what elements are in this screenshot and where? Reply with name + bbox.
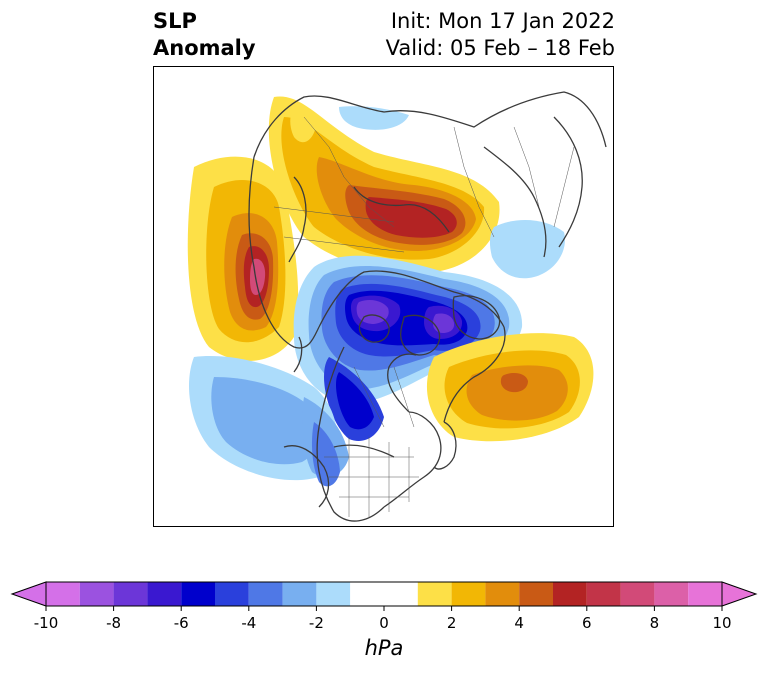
colorbar-bin (147, 582, 182, 606)
colorbar-tick-label: -4 (241, 614, 256, 632)
colorbar-bin (248, 582, 283, 606)
colorbar-bin (519, 582, 553, 606)
colorbar-tick-label: -6 (174, 614, 189, 632)
colorbar-bin (688, 582, 722, 606)
title-line-1: SLP (153, 9, 197, 33)
colorbar-bin (350, 582, 418, 606)
colorbar-graphic: -10 -8 -6 -4 -2 0 2 4 6 8 10 (10, 581, 758, 632)
colorbar-tick-label: 10 (712, 614, 731, 632)
colorbar-tick-label: -8 (106, 614, 121, 632)
slp-anomaly-map (187, 91, 607, 522)
coastlines (248, 91, 607, 522)
high-anomaly-atlantic (426, 333, 594, 442)
colorbar-tick-label: 8 (650, 614, 660, 632)
colorbar-tick-label: 0 (379, 614, 389, 632)
colorbar-tick-label: 4 (514, 614, 524, 632)
colorbar-extend-high (721, 581, 758, 607)
colorbar-bin (46, 582, 80, 606)
colorbar-tick-label: -2 (309, 614, 324, 632)
valid-date-label: Valid: 05 Feb – 18 Feb (385, 36, 615, 60)
colorbar-bin (417, 582, 452, 606)
colorbar-tick-label: -10 (34, 614, 59, 632)
colorbar-bin (620, 582, 655, 606)
colorbar-bin (316, 582, 351, 606)
colorbar-bin (113, 582, 148, 606)
title-line-2: Anomaly (153, 36, 256, 60)
colorbar-bin (654, 582, 689, 606)
map-title: SLP Anomaly (153, 8, 256, 62)
colorbar-bin (181, 582, 215, 606)
colorbar-unit-label: hPa (364, 636, 404, 660)
colorbar-bin (215, 582, 249, 606)
colorbar-bin (282, 582, 317, 606)
colorbar-extend-low (10, 581, 47, 607)
political-borders (273, 116, 575, 517)
colorbar-tick-label: 2 (447, 614, 457, 632)
colorbar-bin (586, 582, 621, 606)
colorbar-bin (485, 582, 520, 606)
colorbar-bin (79, 582, 114, 606)
colorbar-bin (553, 582, 587, 606)
colorbar: -10 -8 -6 -4 -2 0 2 4 6 8 10 (0, 570, 768, 632)
map-dates: Init: Mon 17 Jan 2022 Valid: 05 Feb – 18… (386, 8, 615, 62)
colorbar-bin (451, 582, 486, 606)
map-panel (153, 66, 614, 527)
init-date-label: Init: Mon 17 Jan 2022 (390, 9, 615, 33)
colorbar-tick-label: 6 (582, 614, 592, 632)
high-anomaly-europe (187, 156, 299, 361)
